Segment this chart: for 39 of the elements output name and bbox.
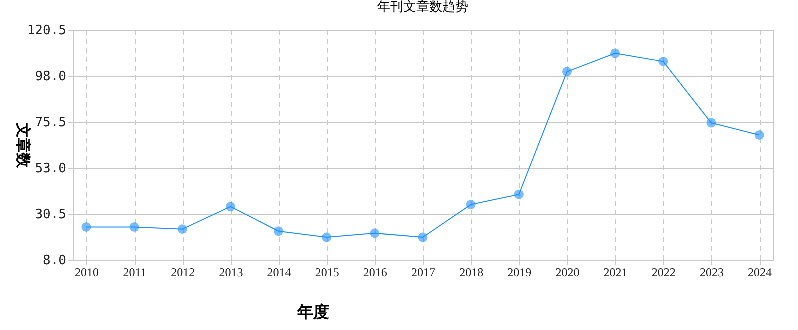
x-tick-label: 2023 [700,266,724,280]
point [130,222,140,232]
y-axis-title: 文章数 [14,122,32,169]
x-tick-label: 2015 [315,266,340,280]
x-tick-label: 2018 [460,266,484,280]
point [754,130,764,140]
chart-title: 年刊文章数趋势 [378,0,468,15]
x-tick-label: 2024 [748,266,772,280]
x-tick-label: 2012 [171,266,196,280]
point [82,222,92,232]
x-tick-label: 2021 [604,266,628,280]
y-tick-label: 8.0 [43,254,66,268]
x-tick-label: 2011 [123,266,147,280]
x-tick-label: 2010 [74,266,99,280]
point [274,226,284,236]
x-axis-title: 年度 [296,302,330,322]
point [418,232,428,242]
y-tick-label: 30.5 [35,208,66,222]
point [562,67,572,77]
x-tick-label: 2022 [652,266,676,280]
point [706,118,716,128]
point [226,202,236,212]
point [370,228,380,238]
x-tick-label: 2013 [219,266,244,280]
point [610,48,620,58]
y-tick-label: 53.0 [35,162,66,176]
y-tick-label: 98.0 [35,70,66,84]
point [178,224,188,234]
x-tick-label: 2019 [508,266,532,280]
point [466,200,476,210]
point [658,56,668,66]
x-tick-label: 2020 [556,266,580,280]
point [514,190,524,200]
x-tick-label: 2017 [412,266,436,280]
y-tick-label: 75.5 [35,116,66,130]
point [322,232,332,242]
x-tick-label: 2014 [267,266,292,280]
x-tick-label: 2016 [363,266,388,280]
y-tick-label: 120.5 [27,24,66,38]
